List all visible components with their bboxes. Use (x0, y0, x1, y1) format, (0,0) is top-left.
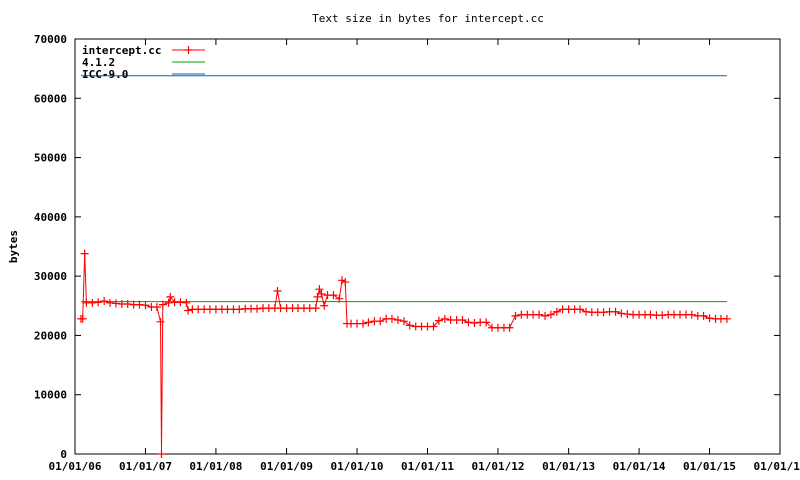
data-point (320, 301, 329, 310)
data-point (576, 305, 585, 314)
plot-frame (74, 38, 781, 455)
data-point (141, 301, 150, 310)
y-tick-label: 40000 (34, 211, 67, 224)
data-point (337, 276, 346, 285)
x-tick-label: 01/01/15 (683, 460, 736, 473)
y-tick-label: 70000 (34, 33, 67, 46)
x-tick-label: 01/01/09 (260, 460, 313, 473)
data-point (405, 321, 414, 330)
data-point (311, 304, 320, 313)
data-point (505, 323, 514, 332)
series-layer (76, 75, 731, 458)
legend-item: intercept.cc (82, 44, 205, 57)
y-tick-label: 30000 (34, 270, 67, 283)
data-point (458, 316, 467, 325)
data-point (184, 306, 193, 315)
legend-label: intercept.cc (82, 44, 161, 57)
data-point (535, 310, 544, 319)
x-tick-label: 01/01/10 (331, 460, 384, 473)
data-point (313, 292, 322, 301)
x-tick-label: 01/01/16 (754, 460, 800, 473)
legend-marker (184, 46, 193, 54)
data-point (335, 294, 344, 303)
y-tick-label: 0 (60, 448, 67, 461)
data-point (152, 302, 161, 311)
x-tick-label: 01/01/12 (471, 460, 524, 473)
data-point (166, 292, 175, 301)
x-tick-label: 01/01/11 (401, 460, 454, 473)
data-point (80, 249, 89, 258)
data-point (482, 318, 491, 327)
x-tick-label: 01/01/07 (119, 460, 172, 473)
data-point (552, 307, 561, 316)
data-point (440, 314, 449, 323)
data-point (100, 297, 109, 306)
legend-label: 4.1.2 (82, 56, 115, 69)
y-axis-label: bytes (7, 230, 20, 263)
data-point (434, 316, 443, 325)
y-tick-label: 20000 (34, 329, 67, 342)
x-tick-label: 01/01/06 (49, 460, 102, 473)
legend-label: ICC-9.0 (82, 68, 128, 81)
data-point (541, 311, 550, 320)
data-point (182, 298, 191, 307)
data-point (364, 318, 373, 327)
x-tick-label: 01/01/13 (542, 460, 595, 473)
data-point (511, 311, 520, 320)
data-point (157, 450, 166, 458)
series-line (81, 253, 727, 455)
x-axis: 01/01/06 01/01/07 01/01/08 01/01/09 01/01/10… (49, 39, 800, 473)
data-point (156, 317, 165, 326)
data-point (699, 311, 708, 320)
data-point (317, 289, 326, 298)
data-point (546, 310, 555, 319)
data-point (393, 316, 402, 325)
x-tick-label: 01/01/14 (613, 460, 666, 473)
y-tick-label: 60000 (34, 92, 67, 105)
data-point (158, 300, 167, 309)
legend-item: 4.1.2 (82, 56, 205, 69)
data-point (399, 317, 408, 326)
x-tick-label: 01/01/08 (189, 460, 242, 473)
y-tick-label: 50000 (34, 152, 67, 165)
legend-item: ICC-9.0 (82, 68, 205, 81)
data-point (359, 319, 368, 328)
data-point (341, 278, 350, 287)
chart-title: Text size in bytes for intercept.cc (312, 12, 544, 25)
data-point (78, 314, 87, 323)
data-point (329, 291, 338, 300)
data-point (94, 298, 103, 307)
series-intercept-cc (76, 249, 731, 458)
data-point (611, 307, 620, 316)
data-point (687, 310, 696, 319)
y-tick-label: 10000 (34, 389, 67, 402)
data-point (376, 317, 385, 326)
data-point (273, 286, 282, 295)
data-point (315, 285, 324, 294)
data-point (387, 314, 396, 323)
data-point (722, 314, 731, 323)
data-point (429, 322, 438, 331)
y-axis: 0 10000 20000 30000 40000 50000 60000 70000 (34, 33, 780, 461)
